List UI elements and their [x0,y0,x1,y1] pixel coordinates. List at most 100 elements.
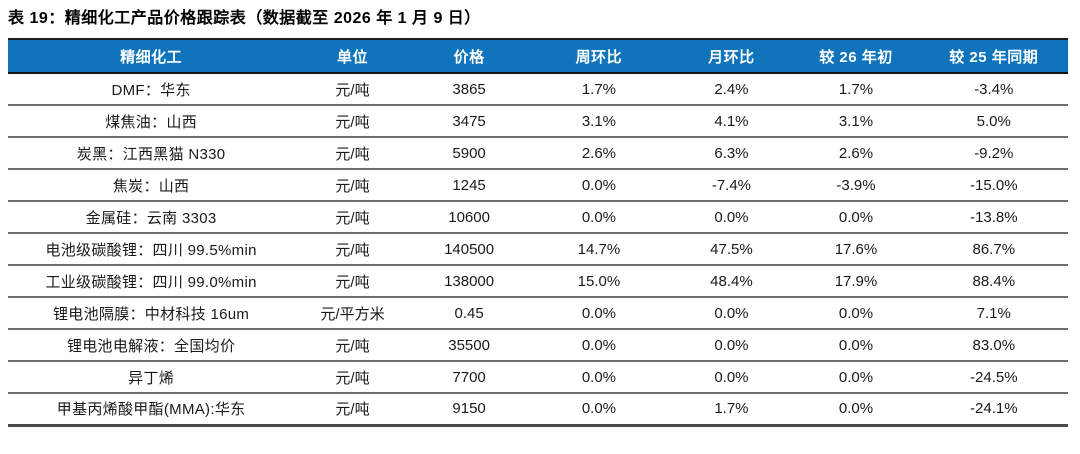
table-header: 精细化工 单位 价格 周环比 月环比 较 26 年初 较 25 年同期 [8,38,1068,74]
cell-vs_26_start: 0.0% [792,393,920,427]
cell-vs_25_yoy: -3.4% [919,73,1068,106]
cell-vs_25_yoy: 7.1% [919,297,1068,330]
cell-unit: 元/吨 [294,329,411,362]
table-row: 甲基丙烯酸甲酯(MMA):华东 元/吨 9150 0.0% 1.7% 0.0% -24.1% [8,393,1068,427]
table-row: 锂电池隔膜：中材科技 16um 元/平方米 0.45 0.0% 0.0% 0.0% 7.1% [8,297,1068,330]
cell-price: 1245 [410,169,528,202]
table-row: 焦炭：山西 元/吨 1245 0.0% -7.4% -3.9% -15.0% [8,169,1068,202]
cell-wow: 3.1% [527,105,671,138]
cell-name: 电池级碳酸锂：四川 99.5%min [8,233,295,266]
table-row: 煤焦油：山西 元/吨 3475 3.1% 4.1% 3.1% 5.0% [8,105,1068,138]
cell-vs_25_yoy: -13.8% [919,201,1068,234]
cell-unit: 元/吨 [294,201,411,234]
cell-vs_26_start: 0.0% [792,361,920,394]
column-header-price: 价格 [410,38,528,74]
cell-mom: 0.0% [670,201,793,234]
cell-vs_25_yoy: 86.7% [919,233,1068,266]
table-row: 金属硅：云南 3303 元/吨 10600 0.0% 0.0% 0.0% -13.8% [8,201,1068,234]
cell-vs_26_start: 17.6% [792,233,920,266]
cell-name: 炭黑：江西黑猫 N330 [8,137,295,170]
cell-unit: 元/吨 [294,105,411,138]
cell-wow: 0.0% [527,297,671,330]
cell-mom: 48.4% [670,265,793,298]
cell-vs_25_yoy: 83.0% [919,329,1068,362]
cell-price: 3475 [410,105,528,138]
table-header-row: 精细化工 单位 价格 周环比 月环比 较 26 年初 较 25 年同期 [8,38,1068,74]
cell-vs_25_yoy: 5.0% [919,105,1068,138]
cell-unit: 元/吨 [294,137,411,170]
cell-wow: 0.0% [527,393,671,427]
column-header-mom: 月环比 [670,38,793,74]
cell-unit: 元/吨 [294,393,411,427]
table-row: 锂电池电解液：全国均价 元/吨 35500 0.0% 0.0% 0.0% 83.0% [8,329,1068,362]
cell-unit: 元/吨 [294,233,411,266]
table-row: 工业级碳酸锂：四川 99.0%min 元/吨 138000 15.0% 48.4% 17.… [8,265,1068,298]
cell-price: 3865 [410,73,528,106]
table-body: DMF：华东 元/吨 3865 1.7% 2.4% 1.7% -3.4% 煤焦油：山西 元/吨 3… [8,73,1068,427]
column-header-wow: 周环比 [527,38,671,74]
cell-vs_25_yoy: 88.4% [919,265,1068,298]
table-row: 异丁烯 元/吨 7700 0.0% 0.0% 0.0% -24.5% [8,361,1068,394]
cell-wow: 1.7% [527,73,671,106]
cell-mom: 0.0% [670,297,793,330]
cell-price: 140500 [410,233,528,266]
cell-vs_25_yoy: -24.5% [919,361,1068,394]
cell-mom: 0.0% [670,329,793,362]
cell-vs_26_start: 3.1% [792,105,920,138]
cell-name: 金属硅：云南 3303 [8,201,295,234]
cell-price: 138000 [410,265,528,298]
cell-mom: 6.3% [670,137,793,170]
cell-wow: 2.6% [527,137,671,170]
table-row: 电池级碳酸锂：四川 99.5%min 元/吨 140500 14.7% 47.5% 17.… [8,233,1068,266]
table-title: 表 19：精细化工产品价格跟踪表（数据截至 2026 年 1 月 9 日） [8,10,481,27]
cell-price: 7700 [410,361,528,394]
cell-name: 工业级碳酸锂：四川 99.0%min [8,265,295,298]
cell-mom: 0.0% [670,361,793,394]
cell-name: 锂电池隔膜：中材科技 16um [8,297,295,330]
cell-name: 锂电池电解液：全国均价 [8,329,295,362]
cell-vs_26_start: 2.6% [792,137,920,170]
cell-wow: 14.7% [527,233,671,266]
column-header-unit: 单位 [294,38,411,74]
cell-mom: -7.4% [670,169,793,202]
cell-unit: 元/吨 [294,73,411,106]
table-row: 炭黑：江西黑猫 N330 元/吨 5900 2.6% 6.3% 2.6% -9.2% [8,137,1068,170]
cell-wow: 0.0% [527,329,671,362]
cell-unit: 元/吨 [294,265,411,298]
cell-wow: 0.0% [527,169,671,202]
cell-price: 10600 [410,201,528,234]
column-header-product: 精细化工 [8,38,295,74]
price-tracking-table: 精细化工 单位 价格 周环比 月环比 较 26 年初 较 25 年同期 DMF：… [8,38,1068,427]
cell-wow: 0.0% [527,361,671,394]
cell-unit: 元/吨 [294,169,411,202]
cell-vs_26_start: 0.0% [792,297,920,330]
report-table-snippet: 表 19：精细化工产品价格跟踪表（数据截至 2026 年 1 月 9 日） 精细… [8,10,1068,427]
cell-name: DMF：华东 [8,73,295,106]
cell-vs_26_start: 0.0% [792,201,920,234]
cell-unit: 元/平方米 [294,297,411,330]
cell-vs_25_yoy: -15.0% [919,169,1068,202]
cell-vs_25_yoy: -24.1% [919,393,1068,427]
cell-name: 甲基丙烯酸甲酯(MMA):华东 [8,393,295,427]
cell-vs_25_yoy: -9.2% [919,137,1068,170]
cell-mom: 1.7% [670,393,793,427]
cell-wow: 0.0% [527,201,671,234]
cell-unit: 元/吨 [294,361,411,394]
cell-name: 异丁烯 [8,361,295,394]
cell-vs_26_start: 17.9% [792,265,920,298]
cell-vs_26_start: 1.7% [792,73,920,106]
cell-price: 0.45 [410,297,528,330]
column-header-vs-26-start: 较 26 年初 [792,38,920,74]
cell-mom: 4.1% [670,105,793,138]
cell-price: 9150 [410,393,528,427]
cell-name: 焦炭：山西 [8,169,295,202]
cell-price: 5900 [410,137,528,170]
cell-price: 35500 [410,329,528,362]
column-header-vs-25-yoy: 较 25 年同期 [919,38,1068,74]
cell-vs_26_start: 0.0% [792,329,920,362]
cell-wow: 15.0% [527,265,671,298]
cell-mom: 2.4% [670,73,793,106]
cell-name: 煤焦油：山西 [8,105,295,138]
cell-mom: 47.5% [670,233,793,266]
table-row: DMF：华东 元/吨 3865 1.7% 2.4% 1.7% -3.4% [8,73,1068,106]
